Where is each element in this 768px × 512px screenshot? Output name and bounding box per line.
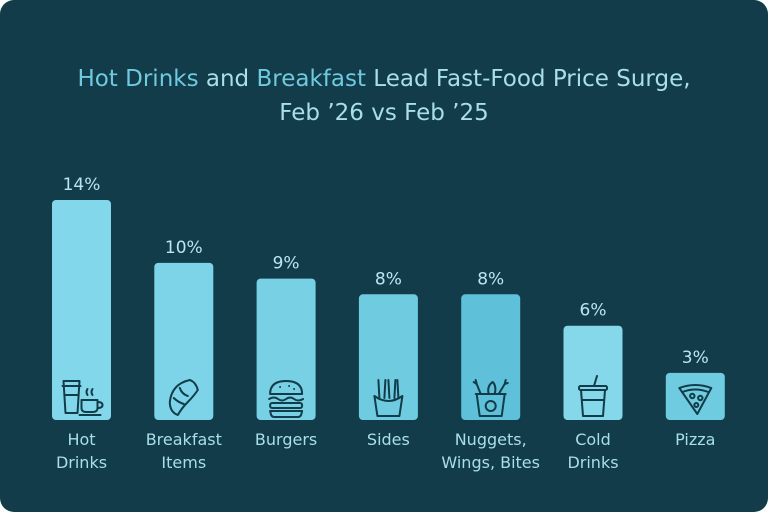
- croissant-icon: [168, 379, 199, 416]
- category-label-pizza: Pizza: [675, 430, 715, 449]
- category-label-nuggets-wings-bites: Nuggets, Wings, Bites: [441, 430, 540, 472]
- fries-icon: [373, 379, 404, 417]
- bar-hot-drinks: [52, 200, 111, 420]
- category-label-sides: Sides: [367, 430, 410, 449]
- category-label-cold-drinks: Cold Drinks: [567, 430, 618, 472]
- coffee-cup-icon: [61, 380, 104, 416]
- title-line-1: Hot Drinks and Breakfast Lead Fast-Food …: [77, 66, 690, 92]
- value-label-hot-drinks: 14%: [63, 175, 101, 195]
- bar-burgers: [256, 278, 316, 420]
- title-part-rest: Lead Fast-Food Price Surge,: [365, 66, 691, 92]
- bar-cold-drinks: [563, 325, 623, 420]
- category-label-breakfast-items: Breakfast Items: [146, 430, 222, 472]
- value-label-pizza: 3%: [682, 348, 709, 368]
- category-label-burgers: Burgers: [255, 430, 317, 449]
- bar-group-hot-drinks: 14% Hot Drinks: [52, 175, 111, 472]
- value-label-cold-drinks: 6%: [580, 301, 607, 321]
- value-label-breakfast-items: 10%: [165, 238, 203, 258]
- bar-nuggets-wings-bites: [461, 294, 521, 420]
- value-label-burgers: 9%: [273, 254, 300, 274]
- nuggets-bucket-icon: [472, 379, 509, 417]
- category-label-hot-drinks: Hot Drinks: [56, 430, 107, 472]
- bar-breakfast-items: [154, 262, 214, 420]
- chart-title: Hot Drinks and Breakfast Lead Fast-Food …: [0, 62, 768, 130]
- cold-drink-icon: [578, 375, 608, 417]
- bar-group-pizza: 3% Pizza: [665, 348, 725, 449]
- title-line-2: Feb ’26 vs Feb ’25: [279, 100, 489, 126]
- bar-group-sides: 8% Sides: [358, 269, 418, 449]
- burger-icon: [268, 380, 305, 418]
- title-part-breakfast: Breakfast: [256, 66, 366, 92]
- bar-group-breakfast-items: 10% Breakfast Items: [146, 238, 222, 472]
- pizza-slice-icon: [678, 384, 713, 415]
- bar-group-nuggets-wings-bites: 8% Nuggets, Wings, Bites: [441, 269, 540, 472]
- title-part-and: and: [198, 66, 257, 92]
- bar-sides: [358, 294, 418, 420]
- value-label-nuggets-wings-bites: 8%: [477, 269, 504, 289]
- bar-group-cold-drinks: 6% Cold Drinks: [563, 301, 623, 472]
- bar-group-burgers: 9% Burgers: [255, 254, 317, 449]
- title-part-hot-drinks: Hot Drinks: [77, 66, 199, 92]
- value-label-sides: 8%: [375, 269, 402, 289]
